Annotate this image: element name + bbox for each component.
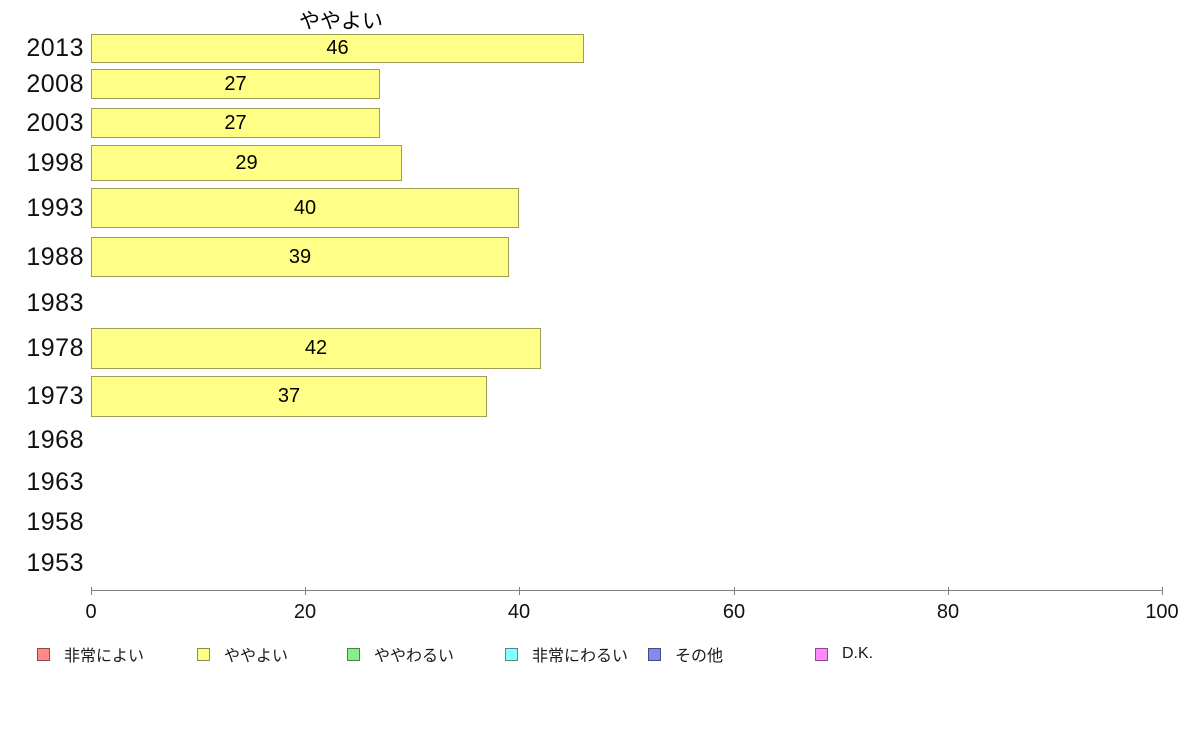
bar: 46 [91, 33, 584, 63]
chart-row: 1958 [0, 502, 1188, 542]
bar-value-label: 27 [224, 111, 247, 134]
legend-label: ややよい [224, 648, 289, 665]
legend-item: 非常によい [37, 645, 145, 665]
chart-row: 1953 [0, 543, 1188, 583]
year-label: 2008 [26, 69, 84, 98]
chart-row: 1988 39 [0, 237, 1188, 277]
bar: 29 [91, 145, 402, 181]
chart-row: 1963 [0, 462, 1188, 502]
x-axis-tick [1162, 587, 1163, 595]
year-label: 2003 [26, 108, 84, 137]
legend-swatch-icon [648, 647, 661, 661]
legend-label: その他 [675, 648, 724, 665]
chart-row: 1968 [0, 420, 1188, 460]
year-label: 1973 [26, 381, 84, 410]
legend-swatch-icon [37, 647, 50, 661]
year-label: 1988 [26, 242, 84, 271]
year-label: 1993 [26, 193, 84, 222]
bar-value-label: 37 [277, 384, 301, 407]
year-label: 1968 [26, 425, 84, 454]
chart-row: 2003 27 [0, 108, 1188, 138]
chart-title: ややよい [299, 10, 383, 33]
x-axis-tick-label: 80 [936, 601, 960, 623]
x-axis-tick [305, 587, 306, 595]
chart-row: 1993 40 [0, 188, 1188, 228]
year-label: 2013 [26, 33, 84, 62]
x-axis-tick [91, 587, 92, 595]
legend-label: 非常によい [64, 648, 145, 665]
legend-swatch-icon [505, 647, 518, 661]
year-label: 1983 [26, 288, 84, 317]
legend-label: ややわるい [374, 648, 455, 665]
bar: 40 [91, 188, 519, 228]
chart-row: 1983 [0, 283, 1188, 323]
bar-value-label: 29 [235, 151, 258, 174]
x-axis-tick [519, 587, 520, 595]
legend-label: 非常にわるい [532, 648, 629, 665]
year-label: 1963 [26, 467, 84, 496]
x-axis-tick [948, 587, 949, 595]
bar-value-label: 27 [224, 72, 247, 95]
x-axis-tick-label: 100 [1145, 601, 1179, 623]
year-label: 1998 [26, 148, 84, 177]
legend-swatch-icon [815, 647, 828, 661]
bar-value-label: 39 [288, 245, 312, 268]
year-label: 1953 [26, 548, 84, 577]
x-axis-tick [734, 587, 735, 595]
x-axis-tick-label: 20 [293, 601, 317, 623]
bar-value-label: 40 [293, 196, 317, 219]
legend-swatch-icon [347, 647, 360, 661]
chart-row: 2008 27 [0, 69, 1188, 99]
legend-item: 非常にわるい [505, 645, 629, 665]
legend-item: D.K. [815, 645, 873, 663]
chart-row: 2013 46 [0, 33, 1188, 63]
legend-item: その他 [648, 645, 724, 665]
x-axis-tick-label: 40 [507, 601, 531, 623]
bar-value-label: 46 [326, 36, 349, 59]
x-axis-tick-label: 0 [85, 601, 97, 623]
bar: 42 [91, 327, 541, 369]
year-label: 1978 [26, 333, 84, 362]
legend-item: ややわるい [347, 645, 455, 665]
x-axis-tick-label: 60 [722, 601, 746, 623]
legend-label: D.K. [842, 645, 874, 662]
x-axis-line [91, 590, 1163, 591]
bar-value-label: 42 [304, 336, 328, 359]
chart-row: 1973 37 [0, 375, 1188, 417]
bar: 39 [91, 237, 509, 277]
bar: 27 [91, 108, 380, 138]
chart-row: 1978 42 [0, 327, 1188, 369]
bar: 27 [91, 69, 380, 99]
legend-swatch-icon [197, 647, 210, 661]
year-label: 1958 [26, 507, 84, 536]
bar: 37 [91, 375, 487, 417]
chart-row: 1998 29 [0, 145, 1188, 181]
legend-item: ややよい [197, 645, 289, 665]
